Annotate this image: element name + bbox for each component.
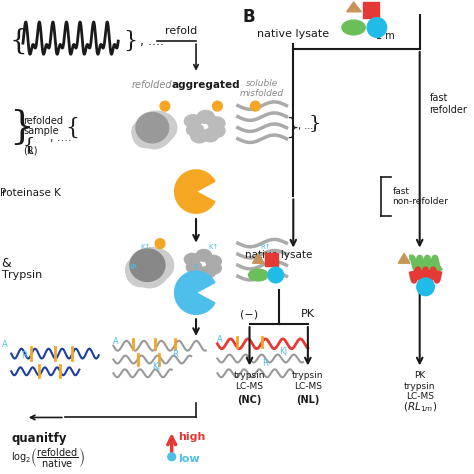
Text: , ....: , .... [140,35,164,48]
Text: B: B [243,8,255,26]
Polygon shape [347,2,361,12]
Ellipse shape [132,118,173,146]
Ellipse shape [206,255,221,267]
Text: (NC): (NC) [237,395,262,405]
Text: soluble
misfolded: soluble misfolded [240,79,284,98]
Text: {: { [65,117,79,139]
Text: K|: K| [279,346,287,356]
Text: , ....: , .... [298,121,316,131]
Ellipse shape [126,254,169,285]
Circle shape [417,278,434,296]
Text: PK
trypsin
LC-MS: PK trypsin LC-MS [404,371,436,401]
Text: K: K [194,264,198,270]
Text: fast
refolder: fast refolder [429,93,467,115]
Ellipse shape [132,114,166,148]
Text: aggregated: aggregated [172,81,240,91]
Text: 4R: 4R [128,264,137,270]
Ellipse shape [137,112,173,149]
Text: A: A [218,335,223,344]
Text: A: A [1,340,7,349]
Circle shape [268,267,283,283]
Circle shape [155,239,165,248]
Polygon shape [253,254,264,263]
Text: trypsin
LC-MS: trypsin LC-MS [234,371,265,391]
Polygon shape [174,170,215,213]
Text: &: & [1,257,11,270]
Text: refold: refold [165,27,197,36]
Polygon shape [174,271,215,314]
Text: R: R [262,359,268,368]
Ellipse shape [197,110,214,123]
Ellipse shape [200,266,216,278]
Text: , ....: , .... [50,133,72,143]
Ellipse shape [184,115,201,128]
Text: refolded: refolded [132,81,173,91]
Text: $\log_2\!\left(\dfrac{\mathrm{refolded}}{\mathrm{native}}\right)$: $\log_2\!\left(\dfrac{\mathrm{refolded}}… [11,447,85,470]
Ellipse shape [186,123,204,137]
Ellipse shape [131,249,170,288]
Ellipse shape [248,269,268,281]
Text: low: low [179,454,200,464]
Text: {: { [9,28,27,55]
Circle shape [212,101,222,111]
Bar [265,254,278,266]
Circle shape [168,453,175,461]
Text: A: A [113,337,119,346]
Text: refolded: refolded [23,116,63,126]
Text: R: R [172,349,178,358]
Ellipse shape [184,254,200,265]
Text: K↑: K↑ [140,245,151,250]
Text: K|: K| [152,362,161,371]
Text: 1 m: 1 m [376,31,395,41]
Text: (R): (R) [23,146,37,155]
Text: T: T [1,270,9,280]
Ellipse shape [190,267,206,279]
Ellipse shape [206,262,221,274]
Text: high: high [179,432,206,442]
Ellipse shape [208,117,225,130]
Ellipse shape [130,247,173,283]
Ellipse shape [136,112,169,143]
Ellipse shape [126,250,163,287]
Text: sample: sample [23,126,59,136]
Text: R↑: R↑ [261,245,271,250]
Bar [363,2,379,18]
Text: fast
non-refolder: fast non-refolder [392,187,448,206]
Text: K↑: K↑ [209,245,219,250]
Ellipse shape [342,20,365,35]
Ellipse shape [191,130,208,143]
Text: }: } [285,117,300,139]
Text: native lysate: native lysate [257,29,329,39]
Circle shape [367,18,387,37]
Text: (NL): (NL) [296,395,319,405]
Ellipse shape [201,129,219,142]
Circle shape [250,101,260,111]
Text: native lysate: native lysate [245,250,312,261]
Text: {: { [23,136,36,154]
Text: }: } [9,109,34,146]
Text: }: } [123,30,137,52]
Ellipse shape [208,125,225,137]
Text: trypsin
LC-MS: trypsin LC-MS [292,371,324,391]
Polygon shape [398,254,410,263]
Text: P: P [0,188,6,198]
Ellipse shape [186,261,202,273]
Text: R: R [21,352,27,361]
Ellipse shape [130,249,165,282]
Text: $(RL_{1m})$: $(RL_{1m})$ [402,401,437,414]
Circle shape [160,101,170,111]
Text: PK: PK [301,309,315,319]
Text: (−): (−) [240,309,259,319]
Text: roteinase K: roteinase K [1,188,60,198]
Ellipse shape [196,249,211,261]
Text: }: } [309,114,321,132]
Text: rypsin: rypsin [9,270,43,280]
Text: quanitfy: quanitfy [11,432,67,445]
Ellipse shape [136,111,177,144]
